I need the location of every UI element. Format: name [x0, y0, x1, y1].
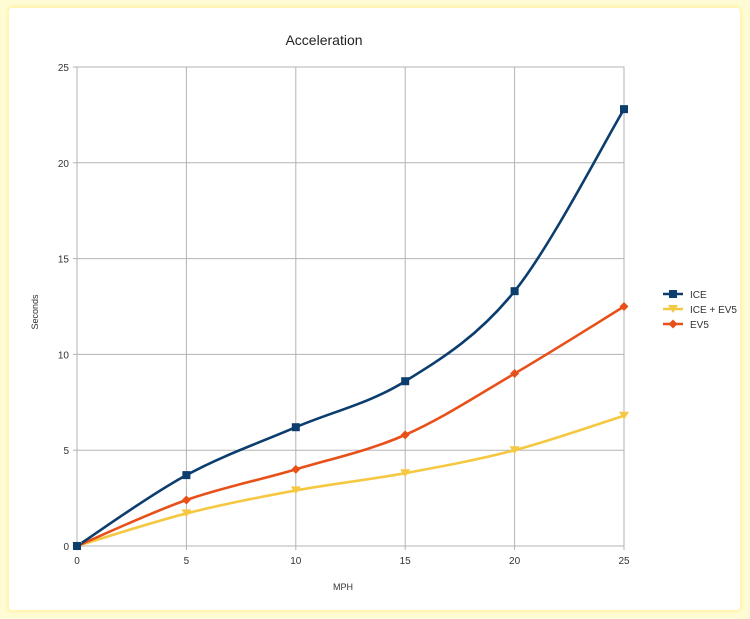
y-tick-label: 0 [63, 542, 69, 553]
x-axis-label: MPH [333, 582, 353, 592]
data-point-ev5 [619, 302, 629, 311]
data-point-ice-ev5 [290, 486, 301, 495]
y-tick-label: 15 [58, 255, 70, 266]
x-tick-label: 10 [290, 556, 302, 567]
data-point-ice-ev5 [400, 469, 411, 478]
tick-labels: 0 5 10 15 20 25 0 5 10 15 20 25 [58, 63, 630, 567]
series-markers [72, 105, 629, 551]
series-line-ice [75, 107, 626, 548]
y-tick-label: 25 [58, 63, 70, 74]
data-point-ev5 [181, 495, 191, 505]
data-point-ev5 [510, 369, 520, 379]
x-tick-label: 20 [509, 556, 521, 567]
data-point-ice-ev5 [181, 509, 192, 518]
plot-area-border [76, 66, 625, 547]
y-axis-label: Seconds [30, 294, 40, 330]
y-tick-label: 20 [58, 159, 70, 170]
data-point-ice [510, 287, 519, 296]
y-tick-label: 10 [58, 350, 70, 361]
chart-title: Acceleration [285, 32, 362, 48]
data-point-ev5 [291, 464, 301, 474]
data-point-ice [620, 105, 628, 114]
data-point-ice-ev5 [509, 446, 520, 455]
data-point-ice-ev5 [619, 411, 629, 420]
legend-label-ice-ev5: ICE + EV5 [690, 305, 737, 316]
x-tick-label: 5 [184, 556, 190, 567]
legend-marker-ice-ev5 [668, 305, 678, 313]
data-point-ice [73, 542, 81, 550]
legend-marker-ice [669, 290, 677, 298]
data-point-ice [401, 377, 410, 386]
y-tick-label: 5 [63, 446, 69, 457]
x-tick-label: 25 [618, 556, 630, 567]
legend-label-ice: ICE [690, 290, 707, 301]
data-point-ice [182, 471, 191, 480]
legend-label-ev5: EV5 [690, 320, 709, 331]
series-lines [75, 107, 626, 548]
legend: ICE ICE + EV5 EV5 [663, 290, 737, 331]
data-point-ev5 [400, 430, 410, 440]
x-tick-label: 0 [74, 556, 80, 567]
data-point-ice [291, 423, 300, 432]
axes [73, 66, 625, 550]
series-line-ev5 [75, 305, 626, 548]
series-line-ice-ev5 [75, 414, 626, 548]
grid [76, 66, 625, 547]
legend-marker-ev5 [668, 319, 678, 329]
x-tick-label: 15 [400, 556, 412, 567]
